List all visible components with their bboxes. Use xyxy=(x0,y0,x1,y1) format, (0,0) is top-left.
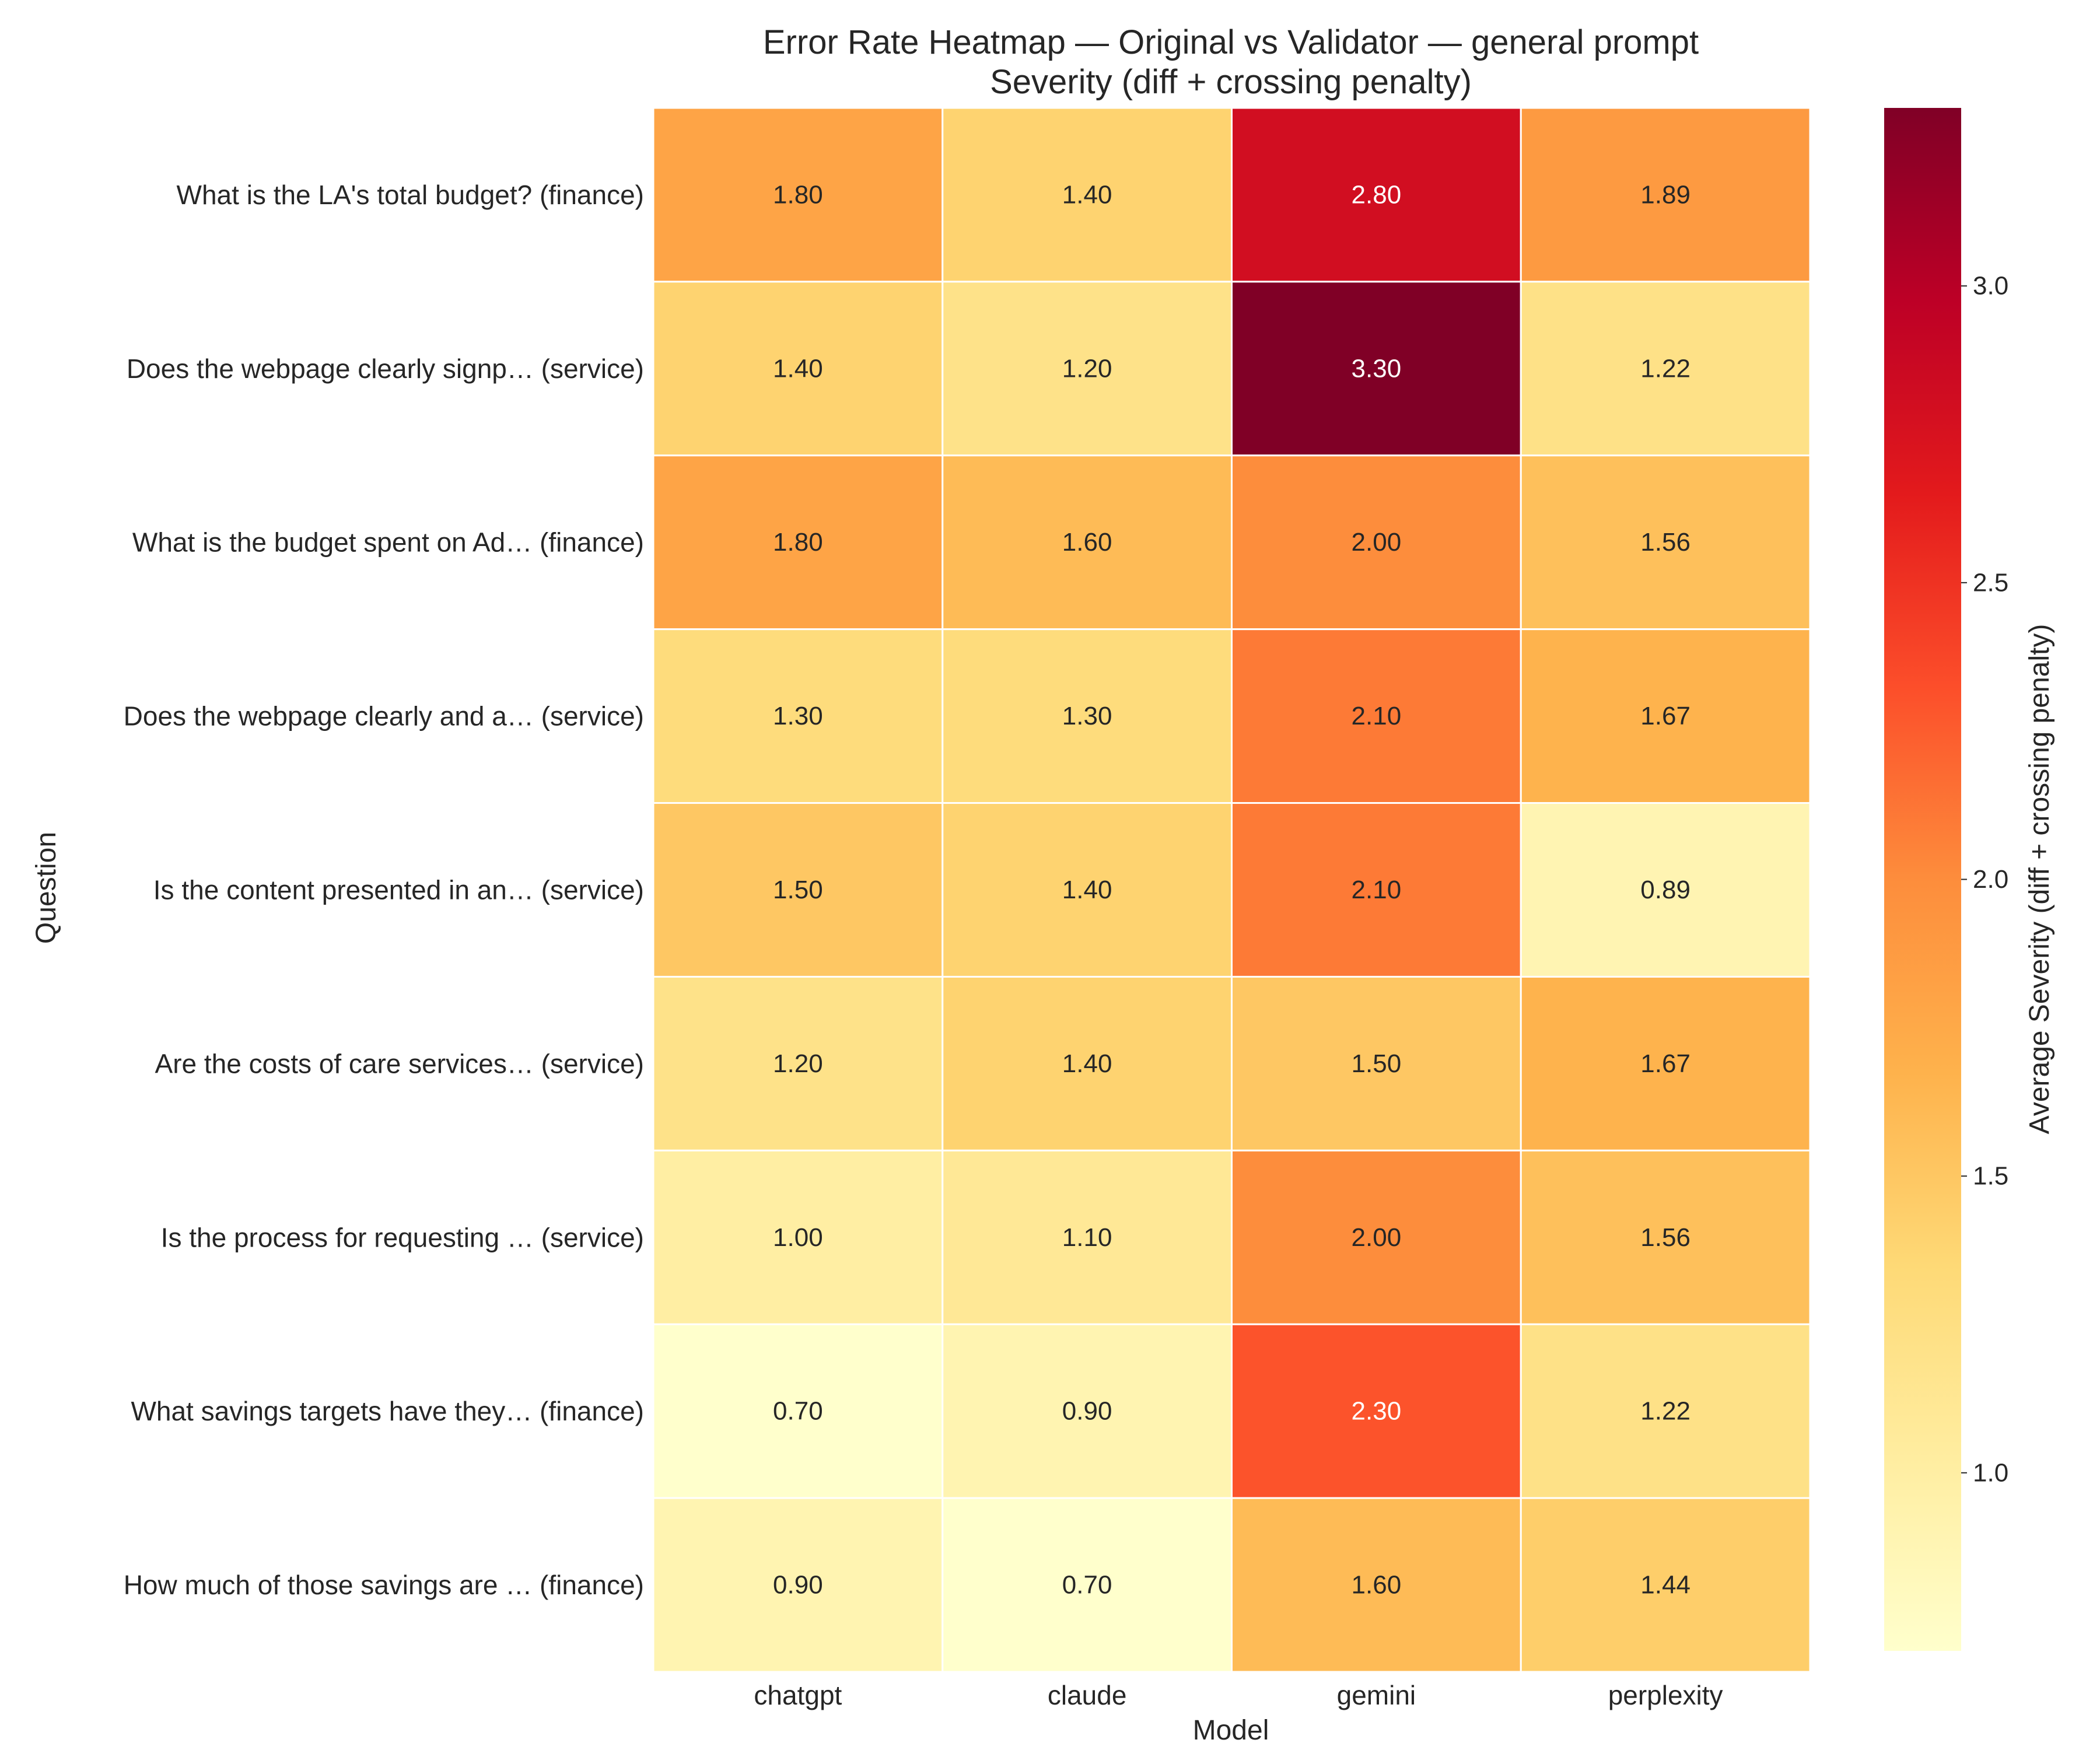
heatmap-cell-label-r1-c2: 3.30 xyxy=(1352,354,1402,383)
heatmap-cell-label-r6-c2: 2.00 xyxy=(1352,1223,1402,1252)
heatmap-cell-r8-c1 xyxy=(942,1497,1233,1673)
heatmap-cell-label-r6-c3: 1.56 xyxy=(1640,1223,1690,1252)
heatmap-cell-r3-c0 xyxy=(652,628,944,804)
y-tick-label-1: Does the webpage clearly signp… (service… xyxy=(127,354,644,384)
y-tick-label-0: What is the LA's total budget? (finance) xyxy=(177,180,644,210)
heatmap-cell-r0-c2 xyxy=(1231,107,1522,283)
y-tick-label-3: Does the webpage clearly and a… (service… xyxy=(124,701,644,732)
x-tick-label-gemini: gemini xyxy=(1337,1680,1416,1710)
heatmap-cell-label-r7-c2: 2.30 xyxy=(1352,1397,1402,1426)
heatmap-cell-label-r8-c2: 1.60 xyxy=(1352,1571,1402,1600)
heatmap-cell-r7-c0 xyxy=(652,1323,944,1499)
heatmap-cell-r2-c1 xyxy=(942,454,1233,631)
heatmap-cell-label-r4-c3: 0.89 xyxy=(1640,876,1690,904)
heatmap-cell-label-r5-c2: 1.50 xyxy=(1352,1049,1402,1078)
heatmap-cell-r5-c2 xyxy=(1231,975,1522,1152)
heatmap-cell-r4-c1 xyxy=(942,802,1233,978)
chart-subtitle: Severity (diff + crossing penalty) xyxy=(990,63,1472,101)
heatmap-cell-label-r7-c1: 0.90 xyxy=(1062,1397,1112,1426)
heatmap-cell-r6-c0 xyxy=(652,1149,944,1325)
heatmap-cell-r0-c0 xyxy=(652,107,944,283)
y-axis-tick-labels: What is the LA's total budget? (finance)… xyxy=(124,180,644,1600)
heatmap-cell-r5-c0 xyxy=(652,975,944,1152)
colorbar: 1.0 1.5 2.0 2.5 3.0 Average Severity (diff +… xyxy=(1884,108,2055,1651)
heatmap-value-labels: 1.80 1.40 2.80 1.89 1.40 1.20 3.30 1.22 1.80 1.60… xyxy=(773,180,1690,1599)
heatmap-cell-label-r8-c1: 0.70 xyxy=(1062,1571,1112,1600)
heatmap-cell-r4-c2 xyxy=(1231,802,1522,978)
heatmap-cell-label-r1-c3: 1.22 xyxy=(1640,354,1690,383)
heatmap-cell-label-r4-c2: 2.10 xyxy=(1352,876,1402,904)
heatmap-cell-label-r0-c2: 2.80 xyxy=(1352,180,1402,209)
heatmap-cell-label-r1-c1: 1.20 xyxy=(1062,354,1112,383)
heatmap-cell-r4-c0 xyxy=(652,802,944,978)
heatmap-cell-r0-c1 xyxy=(942,107,1233,283)
colorbar-tick-label-2: 2.0 xyxy=(1973,865,2008,894)
chart-title: Error Rate Heatmap — Original vs Validat… xyxy=(763,23,1699,61)
heatmap-cell-label-r3-c0: 1.30 xyxy=(773,702,823,730)
x-axis-tick-labels: chatgpt claude gemini perplexity xyxy=(754,1680,1723,1710)
heatmap-cell-label-r2-c0: 1.80 xyxy=(773,528,823,556)
colorbar-ticks: 1.0 1.5 2.0 2.5 3.0 xyxy=(1961,272,2008,1487)
x-axis-title: Model xyxy=(1193,1715,1269,1746)
colorbar-tick-label-4: 3.0 xyxy=(1973,272,2008,300)
colorbar-label: Average Severity (diff + crossing penalt… xyxy=(2024,624,2055,1135)
heatmap-cell-r0-c3 xyxy=(1520,107,1811,283)
heatmap-cell-label-r6-c0: 1.00 xyxy=(773,1223,823,1252)
heatmap-cell-label-r5-c1: 1.40 xyxy=(1062,1049,1112,1078)
heatmap-cell-label-r3-c1: 1.30 xyxy=(1062,702,1112,730)
y-tick-label-8: How much of those savings are … (finance… xyxy=(124,1570,644,1600)
heatmap-cell-label-r2-c2: 2.00 xyxy=(1352,528,1402,556)
x-tick-label-chatgpt: chatgpt xyxy=(754,1680,842,1710)
heatmap-cell-label-r1-c0: 1.40 xyxy=(773,354,823,383)
heatmap-cell-r8-c3 xyxy=(1520,1497,1811,1673)
heatmap-cell-label-r8-c0: 0.90 xyxy=(773,1571,823,1600)
colorbar-tick-label-1: 1.5 xyxy=(1973,1162,2008,1191)
heatmap-cell-r8-c2 xyxy=(1231,1497,1522,1673)
heatmap-cell-r3-c1 xyxy=(942,628,1233,804)
heatmap-cell-r1-c0 xyxy=(652,281,944,457)
y-tick-label-6: Is the process for requesting … (service… xyxy=(161,1222,644,1252)
heatmap-cell-label-r0-c3: 1.89 xyxy=(1640,180,1690,209)
colorbar-scale xyxy=(1884,108,1961,1651)
y-tick-label-5: Are the costs of care services… (service… xyxy=(155,1048,644,1079)
heatmap-cell-label-r4-c1: 1.40 xyxy=(1062,876,1112,904)
heatmap-cell-label-r6-c1: 1.10 xyxy=(1062,1223,1112,1252)
heatmap-cell-r3-c3 xyxy=(1520,628,1811,804)
heatmap-cell-r5-c1 xyxy=(942,975,1233,1152)
heatmap-cell-r7-c2 xyxy=(1231,1323,1522,1499)
x-tick-label-perplexity: perplexity xyxy=(1608,1680,1723,1710)
heatmap-cell-label-r0-c1: 1.40 xyxy=(1062,180,1112,209)
y-axis-title: Question xyxy=(31,832,62,944)
heatmap-cell-r1-c3 xyxy=(1520,281,1811,457)
heatmap-cell-label-r0-c0: 1.80 xyxy=(773,180,823,209)
heatmap-cell-r6-c3 xyxy=(1520,1149,1811,1325)
y-tick-label-7: What savings targets have they… (finance… xyxy=(131,1396,644,1426)
heatmap-cell-label-r2-c1: 1.60 xyxy=(1062,528,1112,556)
heatmap-cell-label-r5-c3: 1.67 xyxy=(1640,1049,1690,1078)
heatmap-cell-label-r3-c3: 1.67 xyxy=(1640,702,1690,730)
y-tick-label-2: What is the budget spent on Ad… (finance… xyxy=(132,527,644,558)
heatmap-cell-label-r5-c0: 1.20 xyxy=(773,1049,823,1078)
heatmap-cell-r6-c2 xyxy=(1231,1149,1522,1325)
y-tick-label-4: Is the content presented in an… (service… xyxy=(153,875,644,905)
x-tick-label-claude: claude xyxy=(1048,1680,1127,1710)
heatmap-cell-r2-c3 xyxy=(1520,454,1811,631)
heatmap-cell-r5-c3 xyxy=(1520,975,1811,1152)
heatmap-cell-label-r2-c3: 1.56 xyxy=(1640,528,1690,556)
heatmap-cell-r4-c3 xyxy=(1520,802,1811,978)
heatmap-cell-label-r7-c0: 0.70 xyxy=(773,1397,823,1426)
heatmap-cell-label-r3-c2: 2.10 xyxy=(1352,702,1402,730)
colorbar-tick-label-0: 1.0 xyxy=(1973,1458,2008,1487)
colorbar-tick-label-3: 2.5 xyxy=(1973,568,2008,597)
heatmap-cells xyxy=(652,107,1811,1673)
heatmap-cell-r3-c2 xyxy=(1231,628,1522,804)
heatmap-cell-label-r8-c3: 1.44 xyxy=(1640,1571,1690,1600)
heatmap-cell-label-r7-c3: 1.22 xyxy=(1640,1397,1690,1426)
heatmap-cell-r1-c1 xyxy=(942,281,1233,457)
heatmap-cell-label-r4-c0: 1.50 xyxy=(773,876,823,904)
